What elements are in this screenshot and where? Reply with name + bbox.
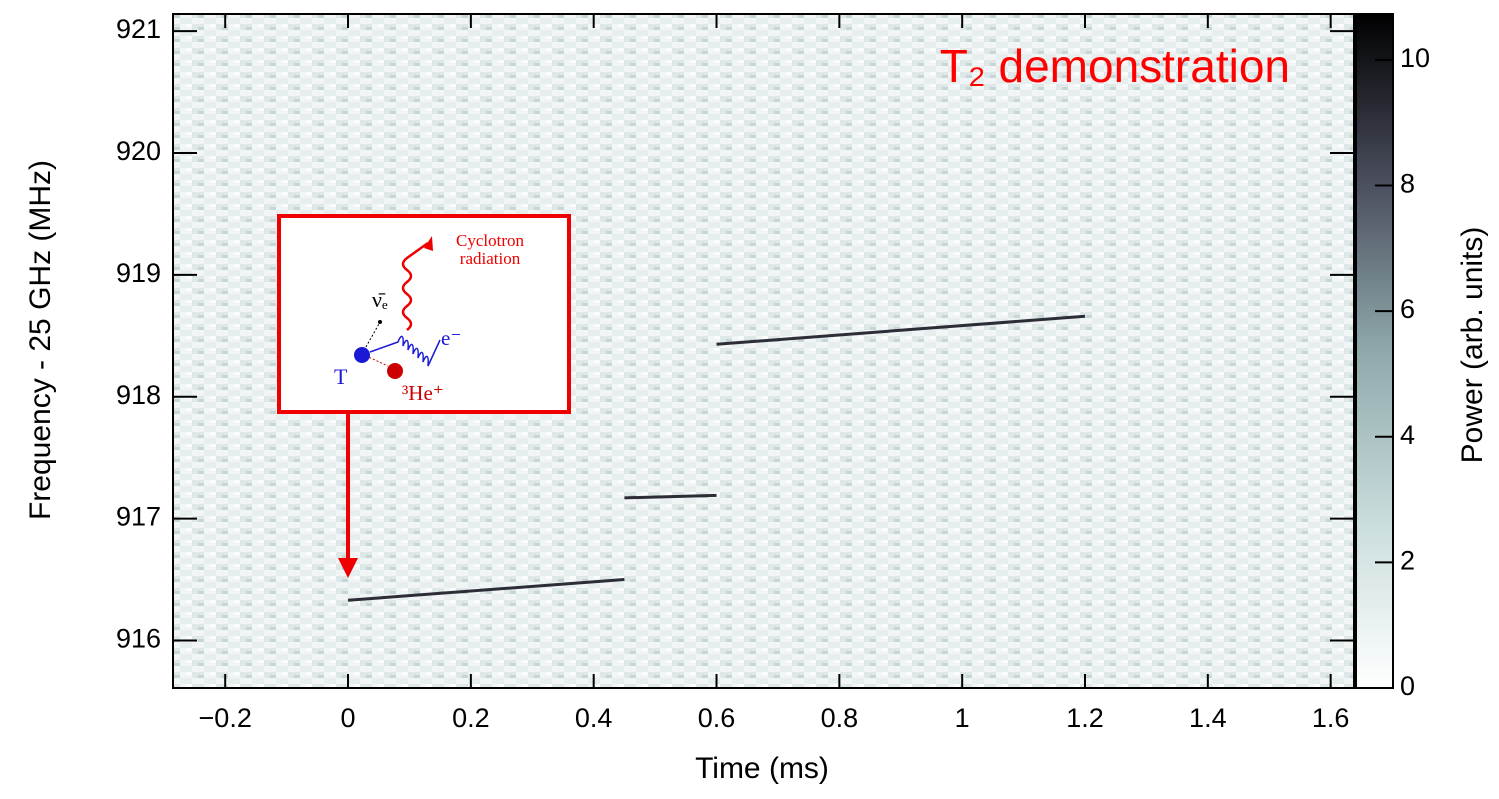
x-tick-label: 1: [955, 703, 970, 733]
colorbar-tick-label: 4: [1400, 420, 1415, 450]
x-tick-label: 1.4: [1189, 703, 1227, 733]
y-tick-label: 918: [116, 380, 161, 410]
x-tick-label: 0: [341, 703, 356, 733]
x-tick-label: 0.4: [575, 703, 613, 733]
x-tick-label: 1.6: [1312, 703, 1350, 733]
radiation-arrowhead: [424, 236, 433, 251]
electron-label: e⁻: [441, 326, 461, 350]
neutrino: [378, 320, 382, 324]
helium: [387, 363, 403, 379]
plot-frame: [172, 13, 1355, 689]
track: [624, 493, 717, 500]
radiation-label: Cyclotron radiation: [456, 231, 524, 268]
x-tick-label: 0.2: [452, 703, 490, 733]
track: [716, 314, 1086, 346]
inset-arrowhead: [338, 558, 358, 578]
y-tick-label: 916: [116, 624, 161, 654]
x-tick-label: 0.6: [698, 703, 736, 733]
electron-track: [369, 335, 441, 367]
colorbar-tick-label: 8: [1400, 169, 1415, 199]
x-tick-label: 0.8: [821, 703, 859, 733]
tritium: [354, 347, 370, 363]
y-tick-label: 917: [116, 502, 161, 532]
x-tick-label: 1.2: [1066, 703, 1104, 733]
track: [347, 578, 625, 602]
y-tick-label: 919: [116, 258, 161, 288]
y-tick-label: 921: [116, 14, 161, 44]
colorbar-tick-label: 6: [1400, 294, 1415, 324]
y-axis-label: Frequency - 25 GHz (MHz): [24, 160, 57, 520]
x-axis-label: Time (ms): [695, 752, 829, 785]
radiation-wave: [401, 241, 429, 331]
neutrino-label: ν̄ₑ: [372, 287, 388, 312]
x-tick-label: −0.2: [199, 703, 252, 733]
inset: Cyclotron radiation ν̄ₑ e⁻ T ³He⁺: [277, 214, 571, 578]
colorbar: [1355, 13, 1394, 689]
colorbar-tick-label: 10: [1400, 43, 1430, 73]
annotation: T₂ demonstration: [940, 40, 1290, 92]
y-tick-label: 920: [116, 136, 161, 166]
colorbar-tick-label: 2: [1400, 545, 1415, 575]
inset-box: [277, 214, 571, 414]
tritium-label: T: [334, 364, 348, 389]
helium-label: ³He⁺: [402, 381, 444, 405]
colorbar-tick-label: 0: [1400, 671, 1415, 701]
colorbar-label: Power (arb. units): [1456, 227, 1489, 464]
